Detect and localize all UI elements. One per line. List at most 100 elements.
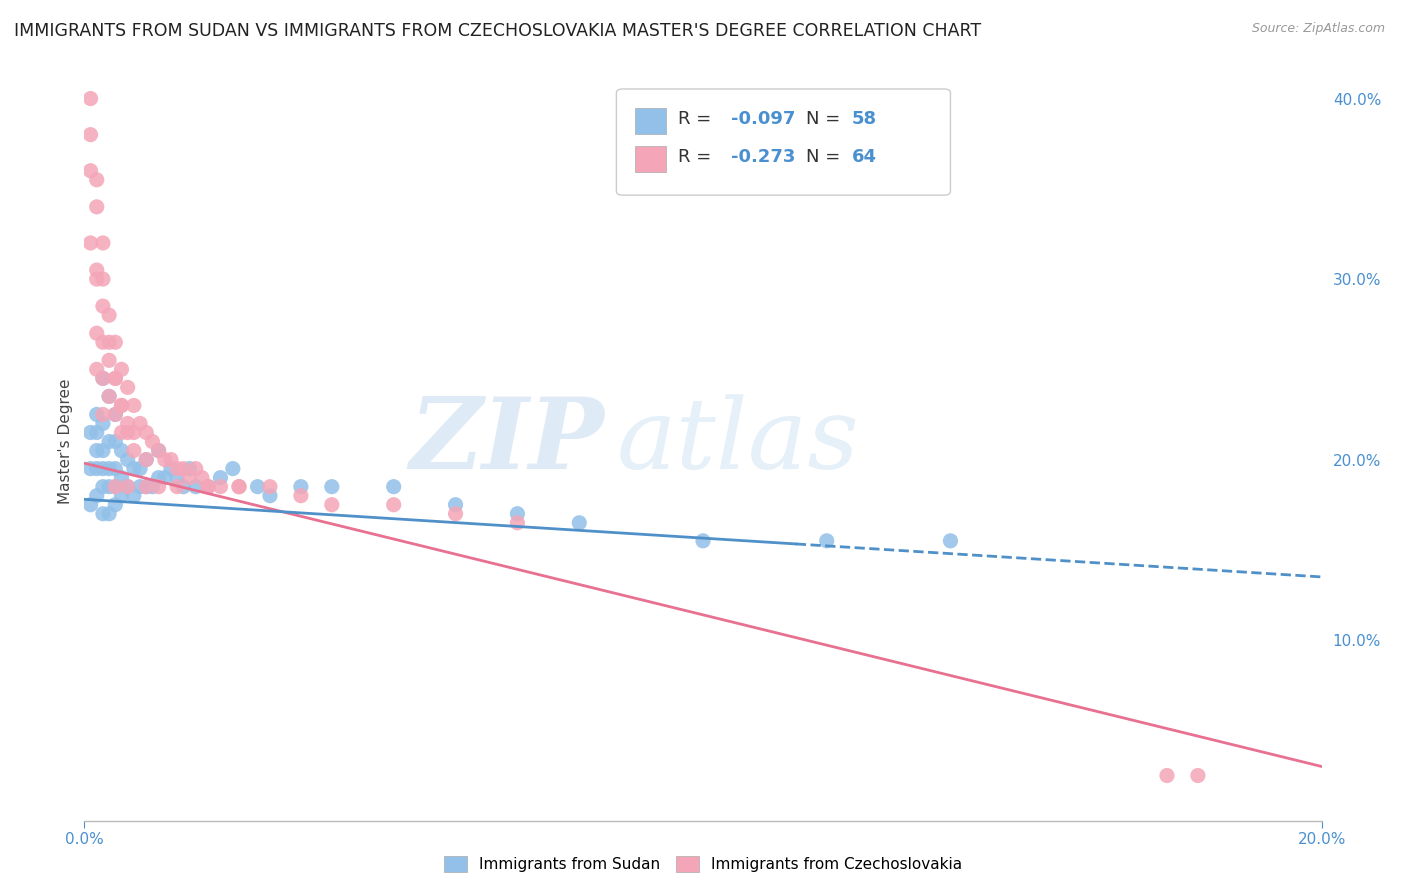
Text: R =: R = xyxy=(678,148,717,166)
Point xyxy=(86,443,108,458)
Point xyxy=(98,480,121,494)
Point xyxy=(290,480,312,494)
Point xyxy=(98,507,121,521)
Point xyxy=(382,480,405,494)
Point xyxy=(104,480,127,494)
Point xyxy=(110,470,132,484)
Point xyxy=(259,489,281,503)
Point xyxy=(166,461,188,475)
Point xyxy=(98,389,121,403)
Point xyxy=(148,480,170,494)
Point xyxy=(939,533,962,548)
Point xyxy=(86,461,108,475)
Point xyxy=(122,399,145,413)
Point xyxy=(148,443,170,458)
Point xyxy=(104,408,127,422)
Point xyxy=(135,452,157,467)
Point xyxy=(110,399,132,413)
Point xyxy=(568,516,591,530)
Point xyxy=(141,480,163,494)
Point xyxy=(135,452,157,467)
Point xyxy=(79,128,101,142)
Point xyxy=(98,434,121,449)
Text: -0.273: -0.273 xyxy=(731,148,796,166)
Point xyxy=(98,389,121,403)
FancyBboxPatch shape xyxy=(636,145,666,172)
Point xyxy=(117,480,139,494)
Point xyxy=(209,470,232,484)
Point xyxy=(91,461,114,475)
Point xyxy=(122,443,145,458)
Point xyxy=(222,461,245,475)
Point xyxy=(110,443,132,458)
Point xyxy=(86,326,108,341)
Point xyxy=(290,489,312,503)
Point xyxy=(117,417,139,431)
Text: ZIP: ZIP xyxy=(409,393,605,490)
Point xyxy=(91,417,114,431)
Point xyxy=(129,480,152,494)
Point xyxy=(166,470,188,484)
Point xyxy=(98,461,121,475)
Point xyxy=(122,489,145,503)
Point xyxy=(86,263,108,277)
Point xyxy=(91,371,114,385)
Point xyxy=(197,480,219,494)
FancyBboxPatch shape xyxy=(636,108,666,135)
Text: N =: N = xyxy=(806,148,845,166)
Point xyxy=(117,480,139,494)
Point xyxy=(86,362,108,376)
Point xyxy=(160,461,183,475)
Point xyxy=(506,507,529,521)
Text: atlas: atlas xyxy=(616,394,859,489)
Point xyxy=(79,91,101,105)
Point xyxy=(91,335,114,350)
Text: 58: 58 xyxy=(852,111,876,128)
Point xyxy=(129,417,152,431)
Point xyxy=(135,425,157,440)
Point xyxy=(129,461,152,475)
Point xyxy=(91,235,114,250)
Point xyxy=(172,461,194,475)
Point xyxy=(104,434,127,449)
Point xyxy=(104,461,127,475)
Point xyxy=(321,498,343,512)
Point xyxy=(160,452,183,467)
Point xyxy=(179,461,201,475)
Point xyxy=(117,425,139,440)
FancyBboxPatch shape xyxy=(616,89,950,195)
Point xyxy=(110,362,132,376)
Point xyxy=(86,200,108,214)
Point xyxy=(1187,768,1209,782)
Point xyxy=(104,371,127,385)
Point xyxy=(692,533,714,548)
Point xyxy=(91,480,114,494)
Point xyxy=(506,516,529,530)
Point xyxy=(179,470,201,484)
Point xyxy=(122,425,145,440)
Point xyxy=(172,480,194,494)
Point xyxy=(153,470,176,484)
Point xyxy=(191,470,214,484)
Point xyxy=(197,480,219,494)
Point xyxy=(444,507,467,521)
Point xyxy=(104,371,127,385)
Text: IMMIGRANTS FROM SUDAN VS IMMIGRANTS FROM CZECHOSLOVAKIA MASTER'S DEGREE CORRELAT: IMMIGRANTS FROM SUDAN VS IMMIGRANTS FROM… xyxy=(14,22,981,40)
Point xyxy=(104,480,127,494)
Point xyxy=(166,480,188,494)
Point xyxy=(86,489,108,503)
Point xyxy=(184,480,207,494)
Point xyxy=(91,371,114,385)
Text: -0.097: -0.097 xyxy=(731,111,796,128)
Point xyxy=(259,480,281,494)
Point xyxy=(209,480,232,494)
Point xyxy=(135,480,157,494)
Point xyxy=(382,498,405,512)
Point xyxy=(184,461,207,475)
Point xyxy=(148,443,170,458)
Point xyxy=(246,480,269,494)
Point xyxy=(110,489,132,503)
Point xyxy=(141,434,163,449)
Text: 64: 64 xyxy=(852,148,876,166)
Text: Source: ZipAtlas.com: Source: ZipAtlas.com xyxy=(1251,22,1385,36)
